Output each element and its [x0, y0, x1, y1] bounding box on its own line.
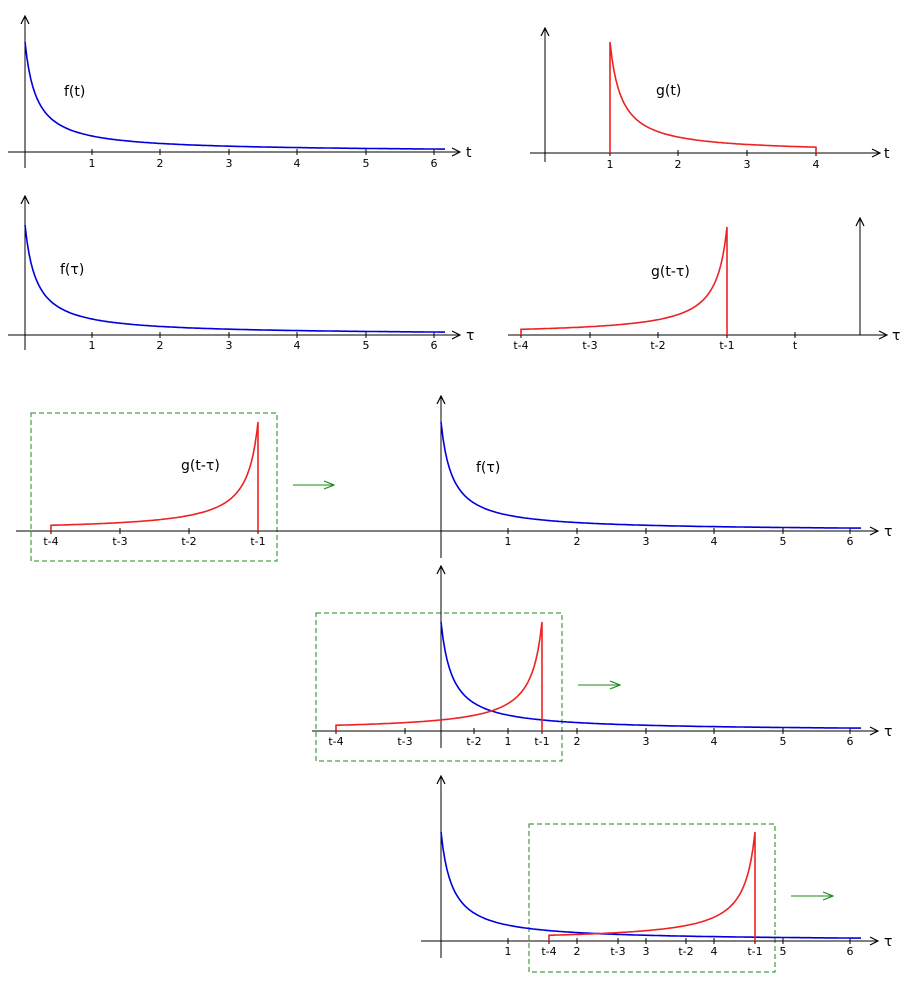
g-curve	[548, 831, 756, 941]
x-axis-name: τ	[884, 524, 892, 540]
tick-label: 6	[431, 339, 438, 352]
tick-label: 5	[780, 535, 787, 548]
f-curve	[24, 224, 445, 333]
tick-label: t-2	[466, 735, 481, 748]
tick-label: 5	[780, 945, 787, 958]
tick-label: 6	[847, 945, 854, 958]
g-window-box	[30, 412, 278, 562]
tick-label: 4	[711, 945, 718, 958]
tick-label: t-2	[181, 535, 196, 548]
tick-label: 2	[574, 945, 581, 958]
g-ticks: t-4 t-3 t-2 t-1	[43, 528, 266, 548]
tick-label: t-2	[650, 339, 665, 352]
f-ticks: 1 2 3 4 5 6	[505, 528, 854, 548]
g-curve	[520, 226, 728, 335]
tick-label: 2	[675, 158, 682, 171]
g-ticks: t-4 t-3 t-2 t-1	[328, 728, 550, 748]
f-ticks: 1 2 3 4 5 6	[505, 728, 854, 748]
tick-label: 5	[780, 735, 787, 748]
g-curve-label: g(t-τ)	[651, 264, 690, 280]
tick-label: 3	[643, 535, 650, 548]
x-axis-name: t	[466, 145, 472, 161]
panel-g-of-t-minus-tau: τ t-4 t-3 t-2 t-1 t g(t-τ)	[508, 218, 900, 352]
tick-label: t-3	[397, 735, 412, 748]
tick-label: 3	[643, 945, 650, 958]
tick-label: t-3	[112, 535, 127, 548]
tick-label: t	[793, 339, 798, 352]
f-curve-label: f(t)	[64, 84, 85, 100]
g-window-box	[315, 612, 563, 762]
tick-label: t-1	[534, 735, 549, 748]
tick-label: t-1	[719, 339, 734, 352]
tick-label: 5	[363, 339, 370, 352]
tick-label: 2	[574, 735, 581, 748]
tick-label: 6	[847, 735, 854, 748]
panel-sliding-stage-2: τ 1 2 3 4 5 6 t-4 t-3 t-2 t-1	[312, 566, 892, 762]
tick-label: 3	[744, 158, 751, 171]
tick-label: 1	[505, 945, 512, 958]
g-curve-label: g(t-τ)	[181, 458, 220, 474]
tick-label: 1	[89, 157, 96, 170]
tick-label: 4	[294, 157, 301, 170]
tick-label: 1	[505, 535, 512, 548]
tick-label: 5	[363, 157, 370, 170]
x-axis-name: t	[884, 146, 890, 162]
x-axis-name: τ	[892, 328, 900, 344]
panel-f-of-t: t 1 2 3 4 5 6 f(t)	[8, 16, 472, 170]
tick-label: t-4	[43, 535, 58, 548]
tick-label: 2	[574, 535, 581, 548]
g-curve	[609, 41, 817, 153]
tick-label: t-4	[328, 735, 343, 748]
panel-f-of-tau: τ 1 2 3 4 5 6 f(τ)	[8, 196, 474, 352]
tick-label: 4	[711, 735, 718, 748]
x-axis-name: τ	[884, 934, 892, 950]
g-window-box	[528, 823, 776, 973]
f-curve	[24, 41, 445, 150]
f-curve-label: f(τ)	[476, 460, 500, 476]
tick-label: t-2	[678, 945, 693, 958]
x-axis-name: τ	[466, 328, 474, 344]
g-curve	[335, 621, 543, 731]
tick-label: t-4	[513, 339, 528, 352]
tick-label: 4	[813, 158, 820, 171]
tick-label: 3	[226, 339, 233, 352]
tick-label: 1	[607, 158, 614, 171]
x-axis-name: τ	[884, 724, 892, 740]
panel-sliding-stage-1: τ 1 2 3 4 5 6 t-4 t-3 t-2 t-1 f(τ)	[16, 396, 892, 562]
tick-label: 2	[157, 157, 164, 170]
x-ticks: 1 2 3 4 5 6	[89, 332, 438, 352]
tick-label: t-4	[541, 945, 556, 958]
tick-label: 1	[89, 339, 96, 352]
f-curve	[440, 831, 861, 939]
f-curve-label: f(τ)	[60, 262, 84, 278]
tick-label: 6	[431, 157, 438, 170]
panel-sliding-stage-3: τ 1 2 3 4 5 6 t-4 t-3 t-2 t-1	[421, 776, 892, 973]
tick-label: 4	[711, 535, 718, 548]
tick-label: t-3	[582, 339, 597, 352]
tick-label: 1	[505, 735, 512, 748]
x-ticks: 1 2 3 4 5 6	[89, 149, 438, 170]
tick-label: t-1	[747, 945, 762, 958]
f-curve	[440, 421, 861, 529]
tick-label: 6	[847, 535, 854, 548]
f-curve	[440, 621, 861, 729]
f-ticks: 1 2 3 4 5 6	[505, 938, 854, 958]
tick-label: 3	[226, 157, 233, 170]
g-curve-label: g(t)	[656, 83, 681, 99]
tick-label: t-1	[250, 535, 265, 548]
tick-label: 3	[643, 735, 650, 748]
tick-label: 4	[294, 339, 301, 352]
x-ticks: t-4 t-3 t-2 t-1 t	[513, 332, 798, 352]
g-curve	[50, 421, 259, 531]
tick-label: 2	[157, 339, 164, 352]
tick-label: t-3	[610, 945, 625, 958]
panel-g-of-t: t 1 2 3 4 g(t)	[530, 28, 890, 171]
